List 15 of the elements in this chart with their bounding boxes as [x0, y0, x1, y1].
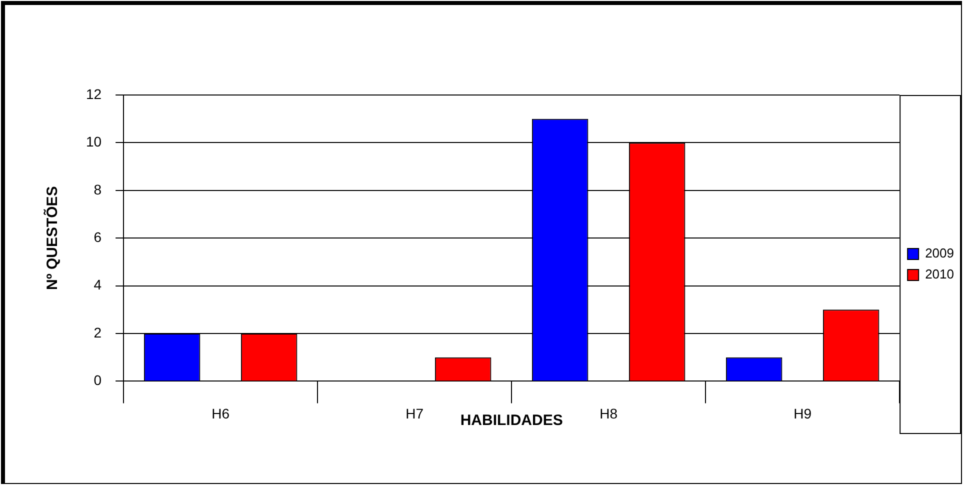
y-tick-label: 10 [86, 134, 102, 150]
y-tick-label: 6 [94, 228, 102, 245]
x-tick-label: H9 [794, 405, 812, 422]
y-tick-label: 8 [94, 181, 102, 198]
y-tick-label: 4 [94, 276, 102, 293]
legend-label: 2010 [925, 266, 954, 282]
y-tick-label: 0 [94, 372, 102, 388]
x-axis-title: HABILIDADES [460, 412, 563, 430]
x-tick-label: H8 [600, 405, 618, 422]
x-tick-label: H6 [212, 405, 230, 422]
y-axis-title: Nº QUESTÕES [43, 186, 62, 290]
y-tick-label: 2 [94, 324, 102, 340]
x-tick-label: H7 [406, 405, 424, 422]
y-tick-label: 12 [86, 86, 102, 102]
legend-label: 2009 [925, 246, 954, 261]
